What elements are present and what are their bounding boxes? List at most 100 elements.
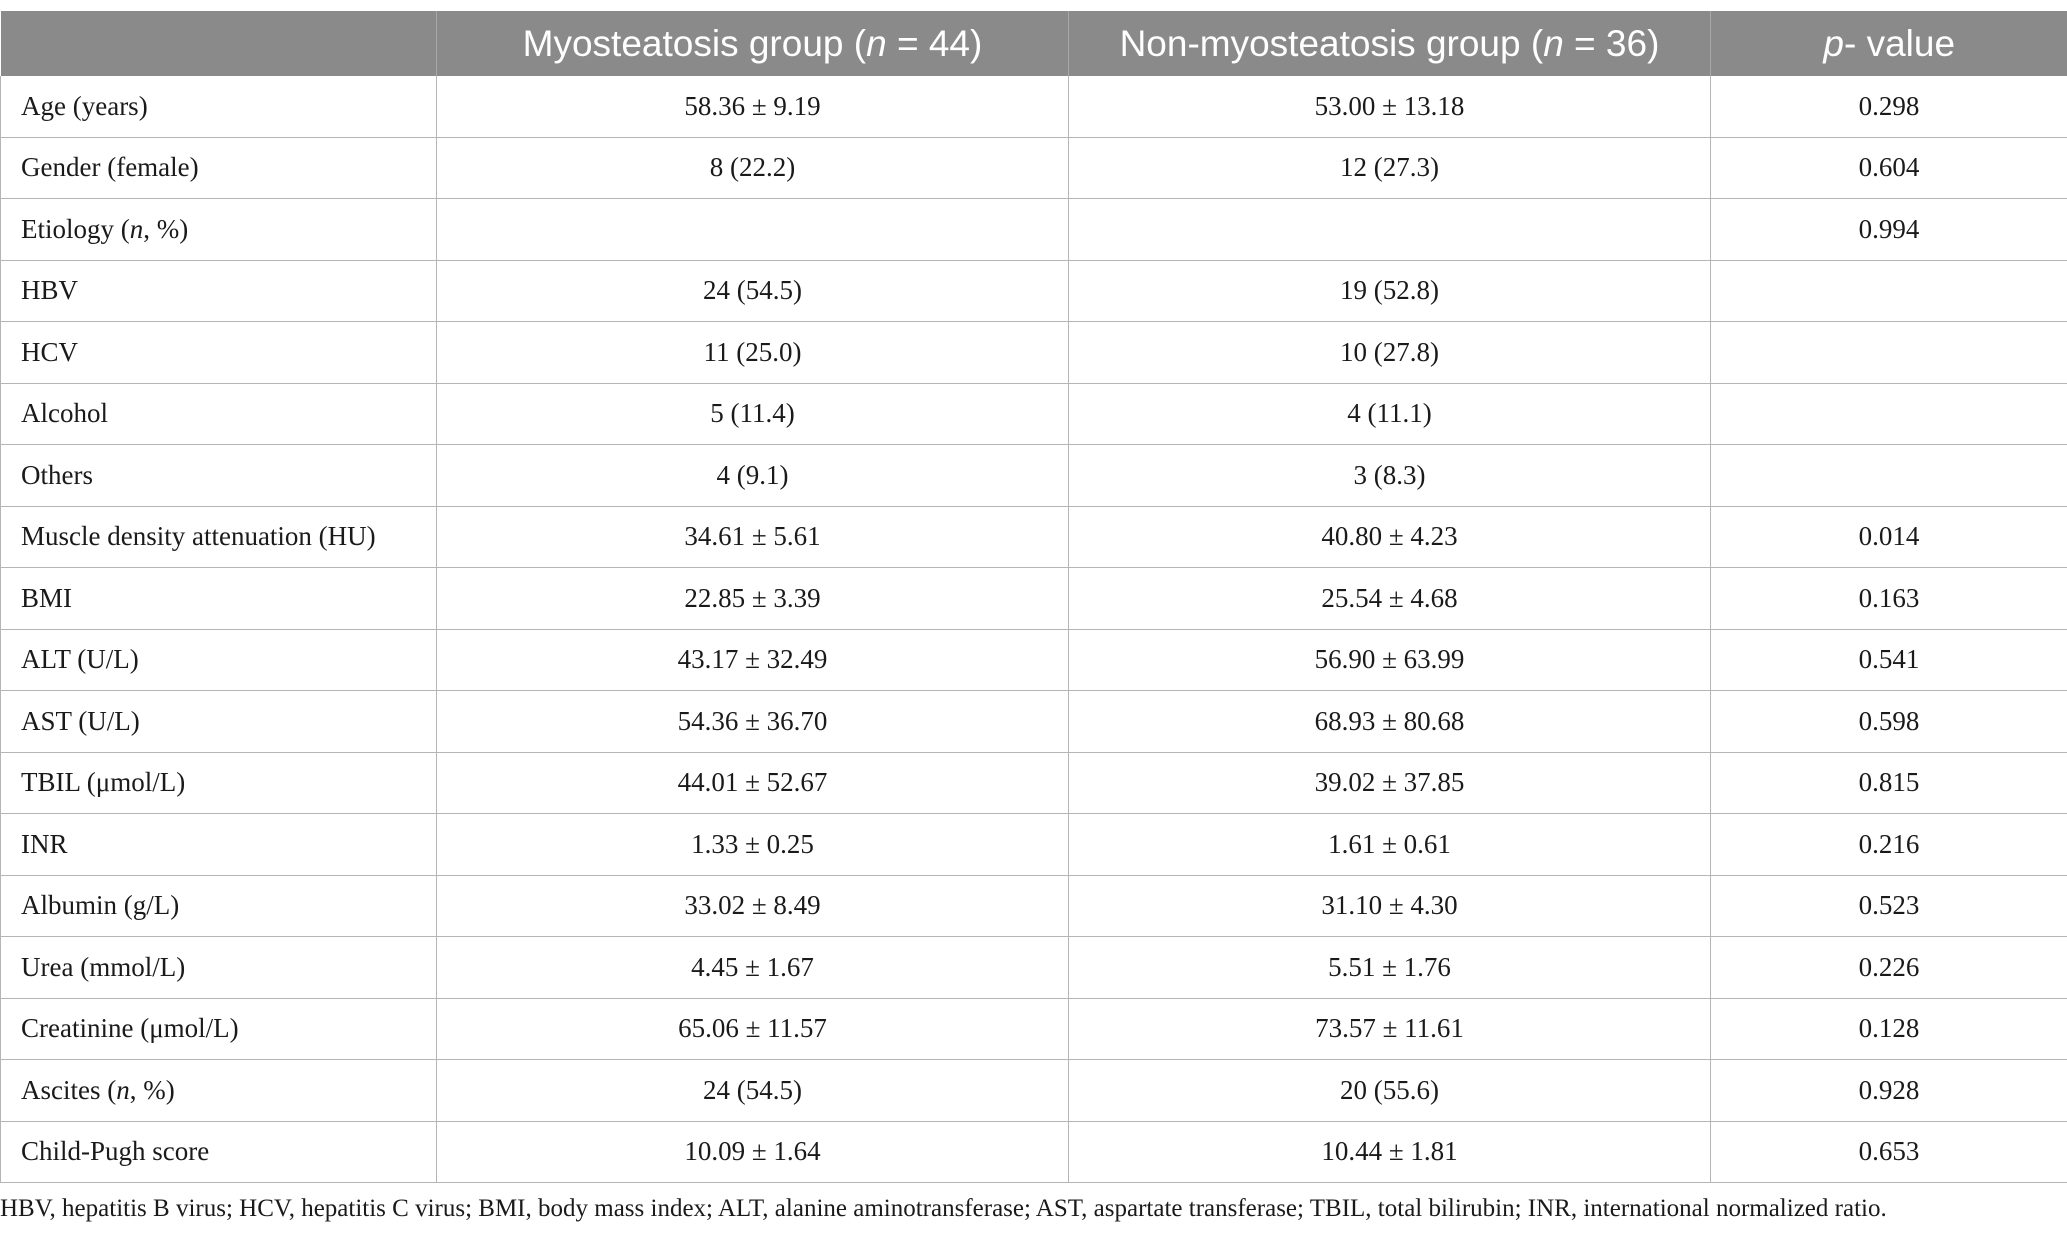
cell-non-myosteatosis: 68.93 ± 80.68 — [1068, 690, 1711, 753]
row-label-text: TBIL (μmol/L) — [21, 767, 186, 798]
clinical-characteristics-table: Myosteatosis group (n = 44) Non-myosteat… — [0, 11, 2067, 1183]
cell-p-value: 0.598 — [1710, 690, 2067, 753]
table-row: HBV 24 (54.5) 19 (52.8) — [0, 260, 2067, 322]
header-variable — [0, 11, 437, 76]
row-label-text: Ascites ( — [21, 1074, 117, 1105]
cell-non-myosteatosis: 10.44 ± 1.81 — [1068, 1121, 1711, 1183]
header-myosteatosis-group: Myosteatosis group (n = 44) — [436, 11, 1069, 76]
row-label-text: AST (U/L) — [21, 705, 140, 736]
row-label-suffix: , %) — [143, 213, 189, 244]
cell-non-myosteatosis: 10 (27.8) — [1068, 321, 1711, 384]
table-row: Ascites (n, %) 24 (54.5) 20 (55.6) 0.928 — [0, 1059, 2067, 1122]
row-label: Albumin (g/L) — [0, 875, 437, 937]
row-label: HCV — [0, 321, 437, 384]
table-row: HCV 11 (25.0) 10 (27.8) — [0, 321, 2067, 384]
cell-p-value: 0.163 — [1710, 567, 2067, 630]
header-p-value: p- value — [1710, 11, 2067, 76]
cell-myosteatosis: 5 (11.4) — [436, 383, 1069, 445]
table-row: ALT (U/L) 43.17 ± 32.49 56.90 ± 63.99 0.541 — [0, 629, 2067, 691]
cell-p-value — [1710, 444, 2067, 507]
cell-myosteatosis: 54.36 ± 36.70 — [436, 690, 1069, 753]
table-row: Alcohol 5 (11.4) 4 (11.1) — [0, 383, 2067, 445]
cell-non-myosteatosis: 39.02 ± 37.85 — [1068, 752, 1711, 814]
cell-myosteatosis: 4.45 ± 1.67 — [436, 936, 1069, 999]
row-label: Gender (female) — [0, 137, 437, 199]
cell-myosteatosis: 24 (54.5) — [436, 260, 1069, 322]
row-label: Age (years) — [0, 76, 437, 138]
cell-p-value: 0.128 — [1710, 998, 2067, 1060]
row-label: TBIL (μmol/L) — [0, 752, 437, 814]
cell-p-value — [1710, 321, 2067, 384]
cell-p-value — [1710, 383, 2067, 445]
row-label: BMI — [0, 567, 437, 630]
row-label-text: Albumin (g/L) — [21, 890, 180, 921]
row-label-suffix: , %) — [129, 1074, 175, 1105]
table-row: Gender (female) 8 (22.2) 12 (27.3) 0.604 — [0, 137, 2067, 199]
cell-myosteatosis: 10.09 ± 1.64 — [436, 1121, 1069, 1183]
row-label-text: Others — [21, 459, 93, 490]
cell-p-value: 0.216 — [1710, 813, 2067, 876]
cell-p-value: 0.928 — [1710, 1059, 2067, 1122]
table-footnote: HBV, hepatitis B virus; HCV, hepatitis C… — [0, 1195, 1887, 1222]
row-label: Etiology (n, %) — [0, 198, 437, 261]
table-body: Age (years) 58.36 ± 9.19 53.00 ± 13.18 0.29… — [0, 76, 2067, 1183]
cell-myosteatosis: 4 (9.1) — [436, 444, 1069, 507]
cell-non-myosteatosis: 31.10 ± 4.30 — [1068, 875, 1711, 937]
table-row: TBIL (μmol/L) 44.01 ± 52.67 39.02 ± 37.85 0… — [0, 752, 2067, 814]
cell-non-myosteatosis: 53.00 ± 13.18 — [1068, 76, 1711, 138]
cell-myosteatosis — [436, 198, 1069, 261]
cell-non-myosteatosis — [1068, 198, 1711, 261]
row-label-text: HCV — [21, 336, 79, 367]
cell-p-value: 0.226 — [1710, 936, 2067, 999]
row-label-text: Gender (female) — [21, 152, 199, 183]
cell-p-value: 0.994 — [1710, 198, 2067, 261]
cell-myosteatosis: 44.01 ± 52.67 — [436, 752, 1069, 814]
cell-p-value: 0.541 — [1710, 629, 2067, 691]
row-label: INR — [0, 813, 437, 876]
cell-myosteatosis: 11 (25.0) — [436, 321, 1069, 384]
table-row: Etiology (n, %) 0.994 — [0, 198, 2067, 261]
row-label-text: Alcohol — [21, 398, 108, 429]
cell-p-value — [1710, 260, 2067, 322]
cell-p-value: 0.653 — [1710, 1121, 2067, 1183]
cell-myosteatosis: 65.06 ± 11.57 — [436, 998, 1069, 1060]
table-row: INR 1.33 ± 0.25 1.61 ± 0.61 0.216 — [0, 813, 2067, 876]
cell-p-value: 0.523 — [1710, 875, 2067, 937]
cell-myosteatosis: 33.02 ± 8.49 — [436, 875, 1069, 937]
row-label: Alcohol — [0, 383, 437, 445]
cell-myosteatosis: 58.36 ± 9.19 — [436, 76, 1069, 138]
row-label-text: Age (years) — [21, 90, 148, 121]
row-label-italic: n — [116, 1074, 130, 1105]
cell-myosteatosis: 1.33 ± 0.25 — [436, 813, 1069, 876]
cell-myosteatosis: 22.85 ± 3.39 — [436, 567, 1069, 630]
header-row: Myosteatosis group (n = 44) Non-myosteat… — [0, 11, 2067, 76]
cell-non-myosteatosis: 19 (52.8) — [1068, 260, 1711, 322]
table-row: Age (years) 58.36 ± 9.19 53.00 ± 13.18 0.29… — [0, 76, 2067, 138]
row-label: Muscle density attenuation (HU) — [0, 506, 437, 568]
row-label: Urea (mmol/L) — [0, 936, 437, 999]
cell-myosteatosis: 8 (22.2) — [436, 137, 1069, 199]
row-label-text: Creatinine (μmol/L) — [21, 1013, 239, 1044]
row-label: Ascites (n, %) — [0, 1059, 437, 1122]
cell-non-myosteatosis: 12 (27.3) — [1068, 137, 1711, 199]
row-label: Child-Pugh score — [0, 1121, 437, 1183]
cell-non-myosteatosis: 4 (11.1) — [1068, 383, 1711, 445]
cell-non-myosteatosis: 56.90 ± 63.99 — [1068, 629, 1711, 691]
row-label-text: Urea (mmol/L) — [21, 951, 186, 982]
row-label-italic: n — [129, 213, 144, 244]
cell-non-myosteatosis: 40.80 ± 4.23 — [1068, 506, 1711, 568]
cell-p-value: 0.815 — [1710, 752, 2067, 814]
row-label-text: Etiology ( — [21, 213, 130, 244]
cell-non-myosteatosis: 3 (8.3) — [1068, 444, 1711, 507]
cell-p-value: 0.298 — [1710, 76, 2067, 138]
row-label-text: HBV — [21, 275, 79, 306]
table-row: Muscle density attenuation (HU) 34.61 ± 5… — [0, 506, 2067, 568]
cell-non-myosteatosis: 25.54 ± 4.68 — [1068, 567, 1711, 630]
row-label: ALT (U/L) — [0, 629, 437, 691]
table-row: BMI 22.85 ± 3.39 25.54 ± 4.68 0.163 — [0, 567, 2067, 630]
table-row: Urea (mmol/L) 4.45 ± 1.67 5.51 ± 1.76 0.226 — [0, 936, 2067, 999]
cell-p-value: 0.014 — [1710, 506, 2067, 568]
row-label-text: INR — [21, 828, 68, 859]
cell-non-myosteatosis: 73.57 ± 11.61 — [1068, 998, 1711, 1060]
table-row: AST (U/L) 54.36 ± 36.70 68.93 ± 80.68 0.598 — [0, 690, 2067, 753]
